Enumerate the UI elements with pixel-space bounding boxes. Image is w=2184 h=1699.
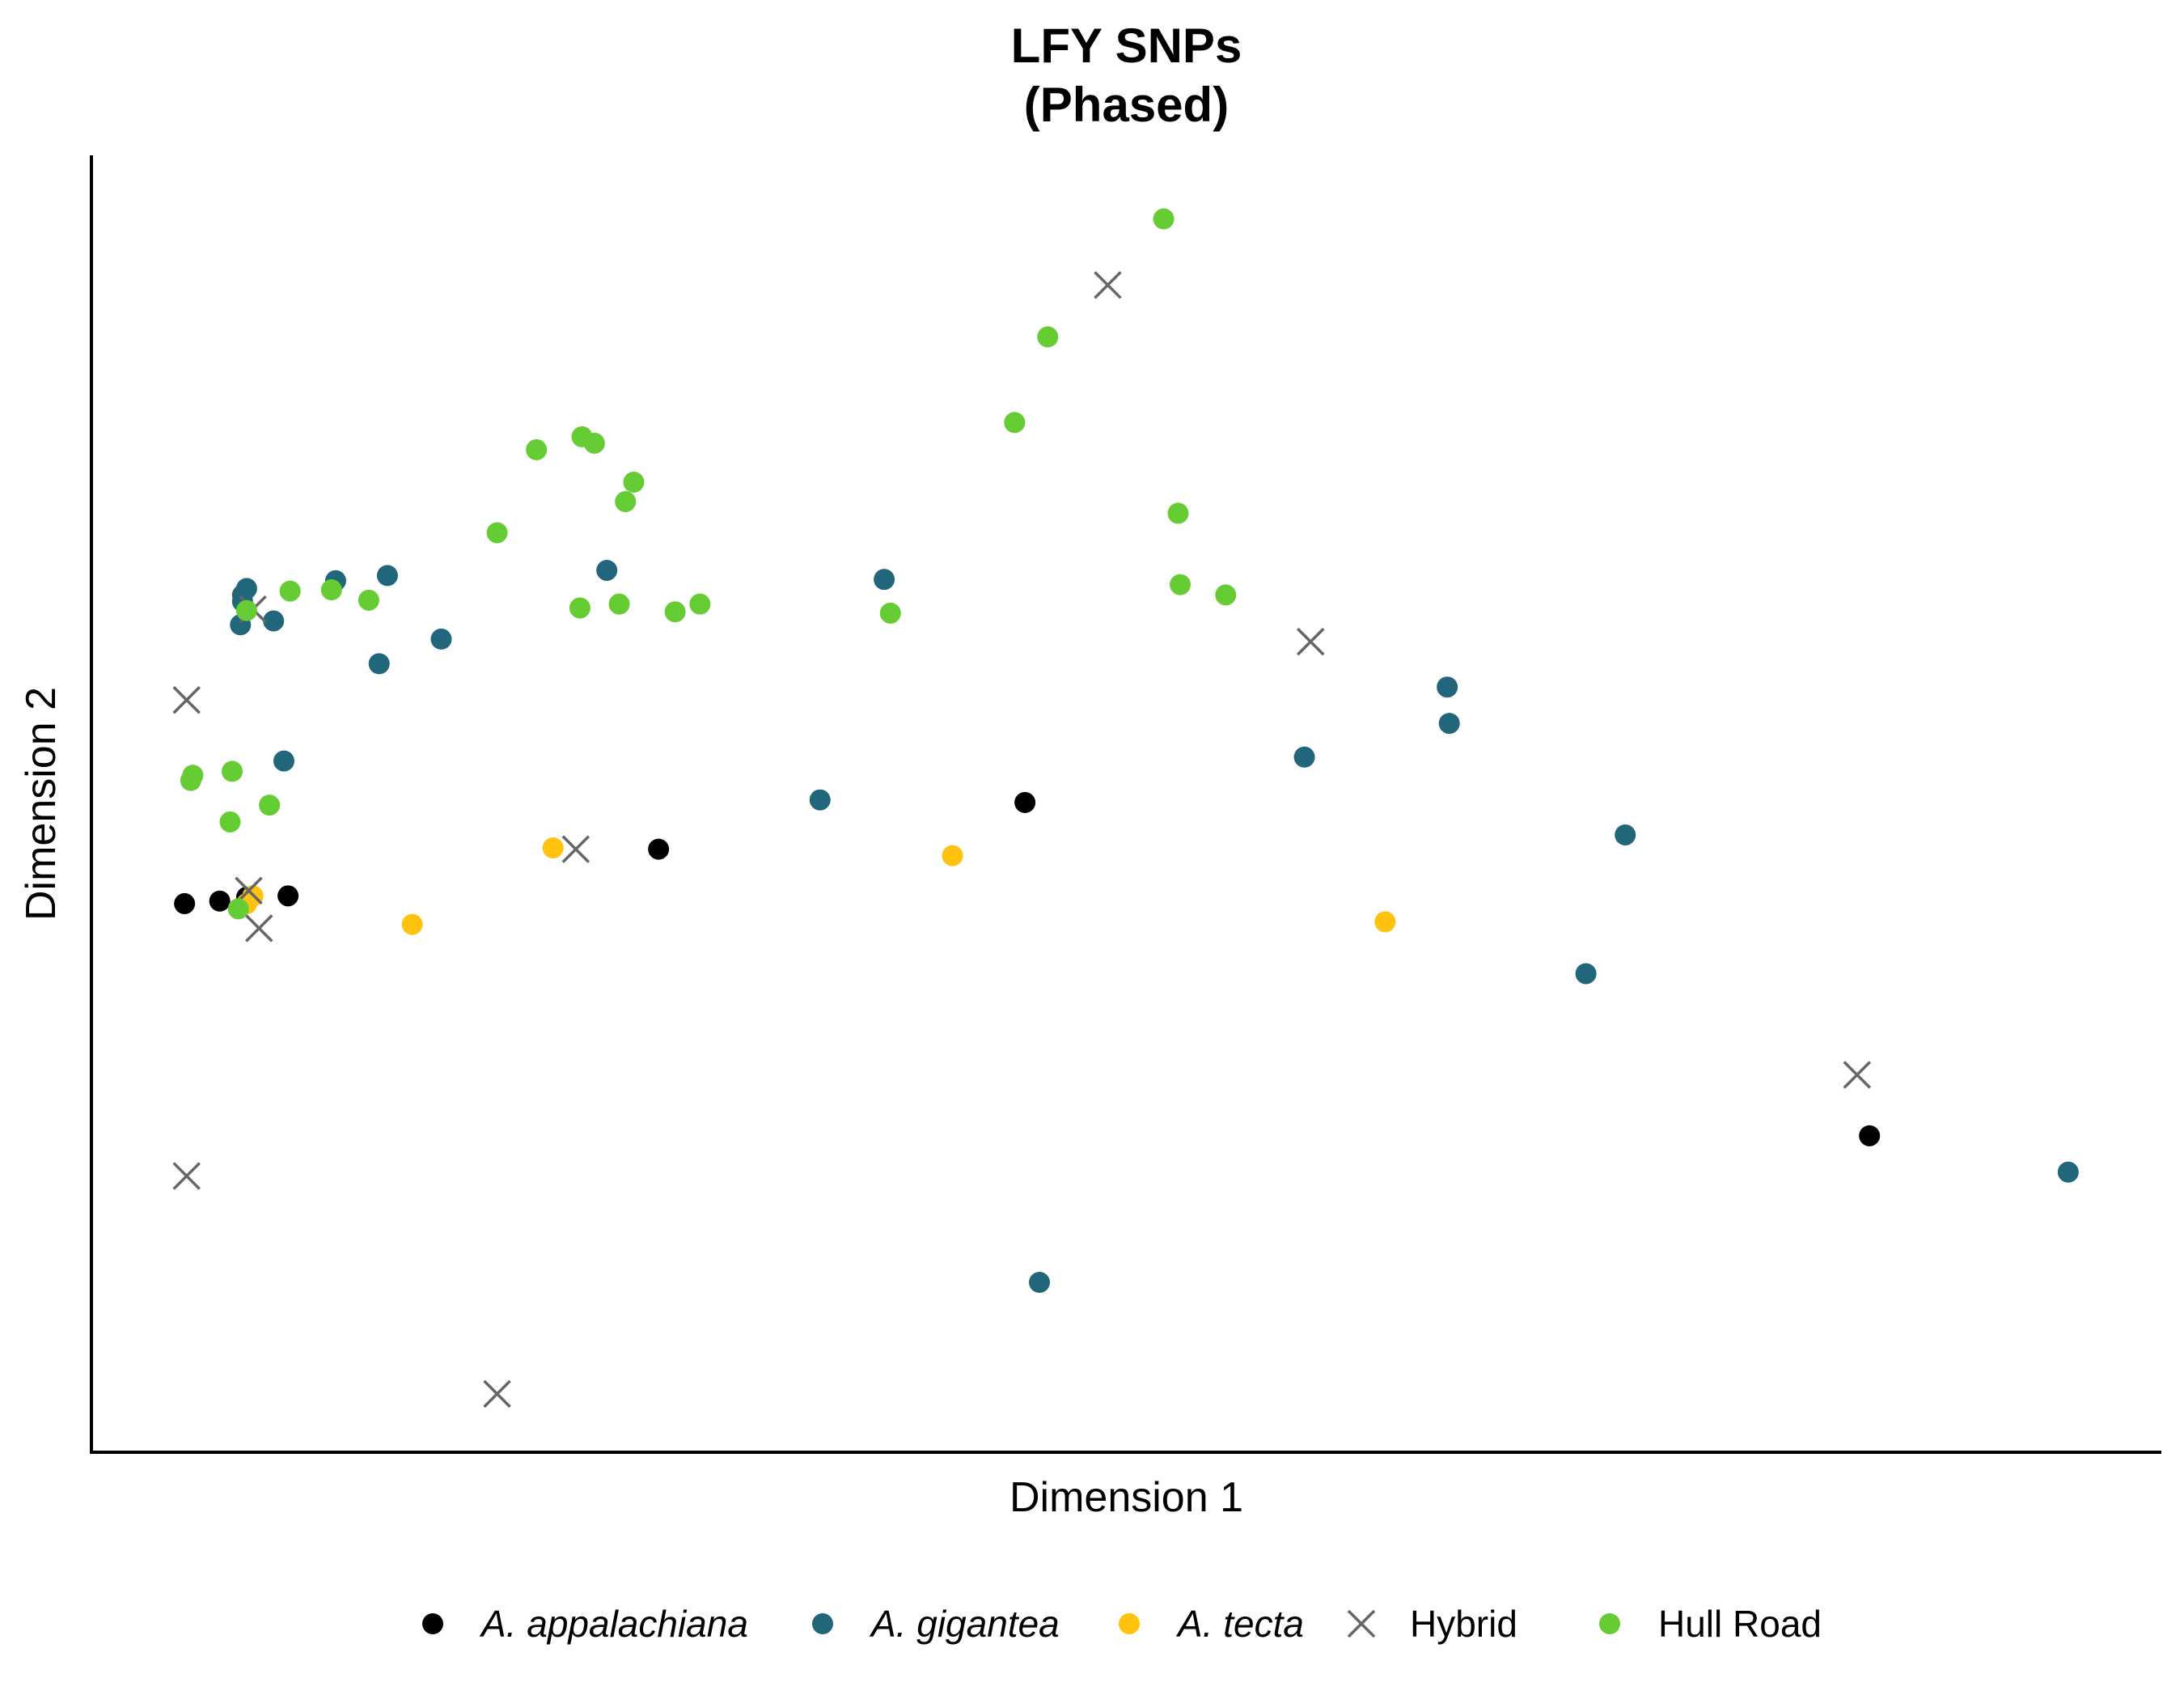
- point-hull-road: [1004, 412, 1026, 434]
- point-a-gigantea: [1438, 713, 1460, 735]
- legend-marker-hull-road: [1599, 1613, 1620, 1634]
- point-hull-road: [623, 471, 645, 493]
- point-hull-road: [180, 769, 201, 791]
- legend-marker-a-gigantea: [812, 1613, 833, 1634]
- legend-label-a-appalachiana: A. appalachiana: [479, 1603, 748, 1645]
- point-hybrid: [561, 835, 590, 863]
- point-hull-road: [526, 439, 548, 460]
- legend-marker-a-appalachiana: [422, 1613, 443, 1634]
- point-a-gigantea: [368, 653, 390, 675]
- point-a-tecta: [942, 845, 963, 866]
- point-a-appalachiana: [277, 885, 299, 907]
- point-hull-road: [608, 593, 630, 615]
- chart-title: LFY SNPs: [1011, 19, 1242, 73]
- legend-label-a-tecta: A. tecta: [1175, 1603, 1304, 1645]
- point-hybrid: [172, 686, 201, 714]
- point-a-gigantea: [1293, 746, 1315, 768]
- point-hull-road: [689, 593, 711, 615]
- point-hybrid: [245, 914, 273, 943]
- data-points: [172, 208, 2079, 1409]
- point-a-appalachiana: [1859, 1125, 1881, 1146]
- point-hull-road: [222, 761, 243, 782]
- legend-label-hull-road: Hull Road: [1658, 1603, 1822, 1645]
- point-hull-road: [320, 579, 342, 601]
- point-a-appalachiana: [209, 890, 231, 912]
- legend-label-a-gigantea: A. gigantea: [869, 1603, 1060, 1645]
- point-a-appalachiana: [648, 838, 670, 860]
- point-hybrid: [1094, 271, 1122, 299]
- point-a-gigantea: [1437, 676, 1458, 698]
- point-hull-road: [664, 601, 686, 623]
- point-a-appalachiana: [1014, 791, 1036, 813]
- point-hull-road: [358, 589, 379, 611]
- point-hull-road: [583, 432, 605, 454]
- point-hybrid: [483, 1379, 511, 1409]
- point-hull-road: [1167, 502, 1189, 524]
- point-hull-road: [879, 602, 901, 624]
- point-hull-road: [1215, 584, 1237, 606]
- x-axis-label: Dimension 1: [1009, 1474, 1243, 1521]
- point-hull-road: [279, 580, 301, 602]
- point-hull-road: [259, 794, 281, 816]
- legend-marker-a-tecta: [1119, 1613, 1140, 1634]
- point-hull-road: [1153, 208, 1175, 230]
- legend: A. appalachiana A. gigantea A. tecta Hybrid…: [422, 1603, 1822, 1645]
- point-a-appalachiana: [174, 892, 196, 914]
- point-a-tecta: [1374, 911, 1396, 933]
- point-a-gigantea: [263, 610, 285, 632]
- legend-marker-hybrid: [1347, 1609, 1376, 1638]
- point-a-gigantea: [874, 569, 895, 591]
- point-a-gigantea: [1615, 824, 1636, 845]
- point-a-gigantea: [430, 628, 452, 650]
- y-axis-label: Dimension 2: [18, 687, 65, 921]
- point-hull-road: [227, 898, 249, 920]
- point-a-gigantea: [1575, 963, 1597, 985]
- point-hull-road: [219, 811, 241, 833]
- point-a-gigantea: [809, 789, 831, 811]
- point-hybrid: [1297, 627, 1325, 656]
- point-a-gigantea: [2057, 1161, 2079, 1183]
- point-hull-road: [486, 522, 508, 544]
- point-hybrid: [1843, 1061, 1872, 1089]
- point-a-gigantea: [1029, 1272, 1051, 1294]
- point-hull-road: [1037, 326, 1059, 348]
- point-a-tecta: [401, 913, 423, 935]
- point-a-gigantea: [273, 750, 294, 772]
- point-a-gigantea: [376, 565, 398, 587]
- point-hull-road: [1170, 574, 1191, 595]
- legend-label-hybrid: Hybrid: [1410, 1603, 1517, 1645]
- point-hull-road: [235, 600, 257, 621]
- point-hull-road: [569, 597, 590, 619]
- chart-subtitle: (Phased): [1024, 78, 1229, 132]
- point-a-gigantea: [596, 559, 618, 581]
- point-a-tecta: [542, 837, 564, 859]
- point-hybrid: [172, 1162, 201, 1190]
- point-hull-road: [615, 491, 637, 513]
